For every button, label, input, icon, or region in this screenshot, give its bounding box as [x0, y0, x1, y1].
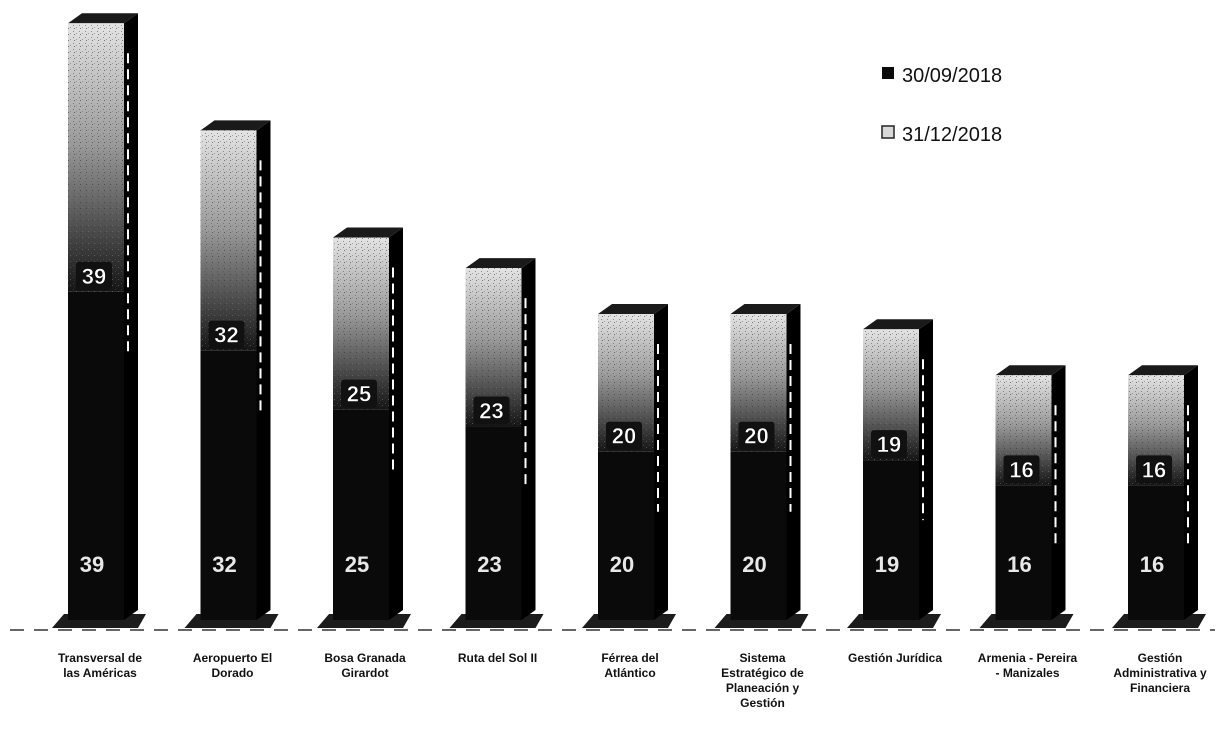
- data-label-series-2: 25: [347, 382, 371, 407]
- data-label-series-1: 20: [742, 552, 766, 577]
- bar-series-1: [995, 485, 1052, 620]
- bar-series-1: [863, 460, 919, 620]
- data-label-series-1: 20: [610, 552, 634, 577]
- bar-side-face: [521, 258, 536, 620]
- x-tick-label: Bosa Granada Girardot: [324, 651, 406, 680]
- x-tick-label: Gestión Jurídica: [848, 651, 942, 665]
- legend-swatch-series-1: [882, 67, 894, 79]
- data-label-box-series-2: [606, 421, 642, 450]
- bar-series-2-texture: [68, 23, 124, 292]
- legend-label-series-1: 30/09/2018: [902, 65, 1002, 87]
- data-label-series-2: 19: [877, 432, 901, 457]
- bar-side-face: [256, 120, 271, 621]
- bar-series-1: [200, 350, 257, 620]
- data-label-series-2: 20: [612, 424, 636, 449]
- bar-top-face: [730, 304, 801, 314]
- data-label-box-series-2: [871, 430, 907, 459]
- legend-label-series-2: 31/12/2018: [902, 124, 1002, 146]
- data-label-box-series-2: [473, 396, 510, 425]
- x-tick-label: Gestión Administrativa y Financiera: [1113, 651, 1207, 695]
- bar-top-face: [995, 365, 1066, 376]
- data-label-series-2: 39: [82, 264, 106, 289]
- bar-top-face: [1128, 365, 1198, 376]
- data-label-box-series-2: [738, 421, 775, 450]
- x-tick-label: Armenia - Pereira - Manizales: [978, 651, 1078, 680]
- data-label-series-1: 39: [80, 552, 104, 577]
- x-tick-label: Férrea del Atlántico: [601, 651, 658, 680]
- x-tick-label: Ruta del Sol II: [458, 651, 537, 665]
- bar-side-face: [919, 319, 933, 620]
- bar-top-face: [68, 13, 138, 24]
- bar-top-face: [863, 319, 933, 330]
- data-label-series-2: 16: [1009, 457, 1033, 482]
- bar-side-face: [389, 227, 403, 620]
- bar-series-1: [1128, 485, 1184, 620]
- bar-side-face: [1184, 365, 1198, 620]
- data-label-series-1: 16: [1140, 552, 1164, 577]
- bars-group: 39 39 32 32 25 25 23 23 20 20 20 20 19 19 16 16 16 16: [52, 13, 1206, 628]
- data-label-box-series-2: [341, 379, 377, 408]
- bar-series-2-texture: [200, 130, 257, 351]
- data-label-series-2: 32: [214, 323, 238, 348]
- x-tick-label: Aeropuerto El Dorado: [193, 651, 272, 680]
- data-label-box-series-2: [76, 261, 112, 290]
- bar-top-face: [333, 227, 403, 238]
- data-label-series-1: 32: [212, 552, 236, 577]
- x-tick-label: Transversal de las Américas: [58, 651, 142, 680]
- bar-side-face: [654, 304, 668, 620]
- bar-side-face: [786, 304, 801, 620]
- bar-series-1: [598, 451, 654, 620]
- bar-top-face: [465, 258, 536, 269]
- data-label-series-1: 23: [477, 552, 501, 577]
- data-label-series-1: 16: [1007, 552, 1031, 577]
- data-label-box-series-2: [1003, 455, 1040, 484]
- data-label-series-2: 16: [1142, 457, 1166, 482]
- bar-side-face: [1051, 365, 1066, 620]
- bar-series-1: [465, 426, 522, 620]
- data-label-series-1: 19: [875, 552, 899, 577]
- x-tick-label: Sistema Estratégico de Planeación y Gestión: [721, 651, 804, 710]
- legend-swatch-series-2: [881, 125, 895, 139]
- data-label-series-2: 23: [479, 398, 503, 423]
- bar-series-1: [68, 291, 124, 620]
- bar-series-1: [333, 409, 389, 620]
- data-label-box-series-2: [1136, 455, 1172, 484]
- data-label-box-series-2: [208, 320, 245, 349]
- bar-side-face: [124, 13, 138, 621]
- legend: 30/09/2018 31/12/2018: [881, 65, 1002, 146]
- bar-series-1: [730, 451, 787, 620]
- bar-top-face: [200, 120, 271, 131]
- data-label-series-1: 25: [345, 552, 369, 577]
- bar-top-face: [598, 304, 668, 314]
- data-label-series-2: 20: [744, 424, 768, 449]
- category-labels: Transversal de las Américas Aeropuerto El D…: [58, 651, 1207, 710]
